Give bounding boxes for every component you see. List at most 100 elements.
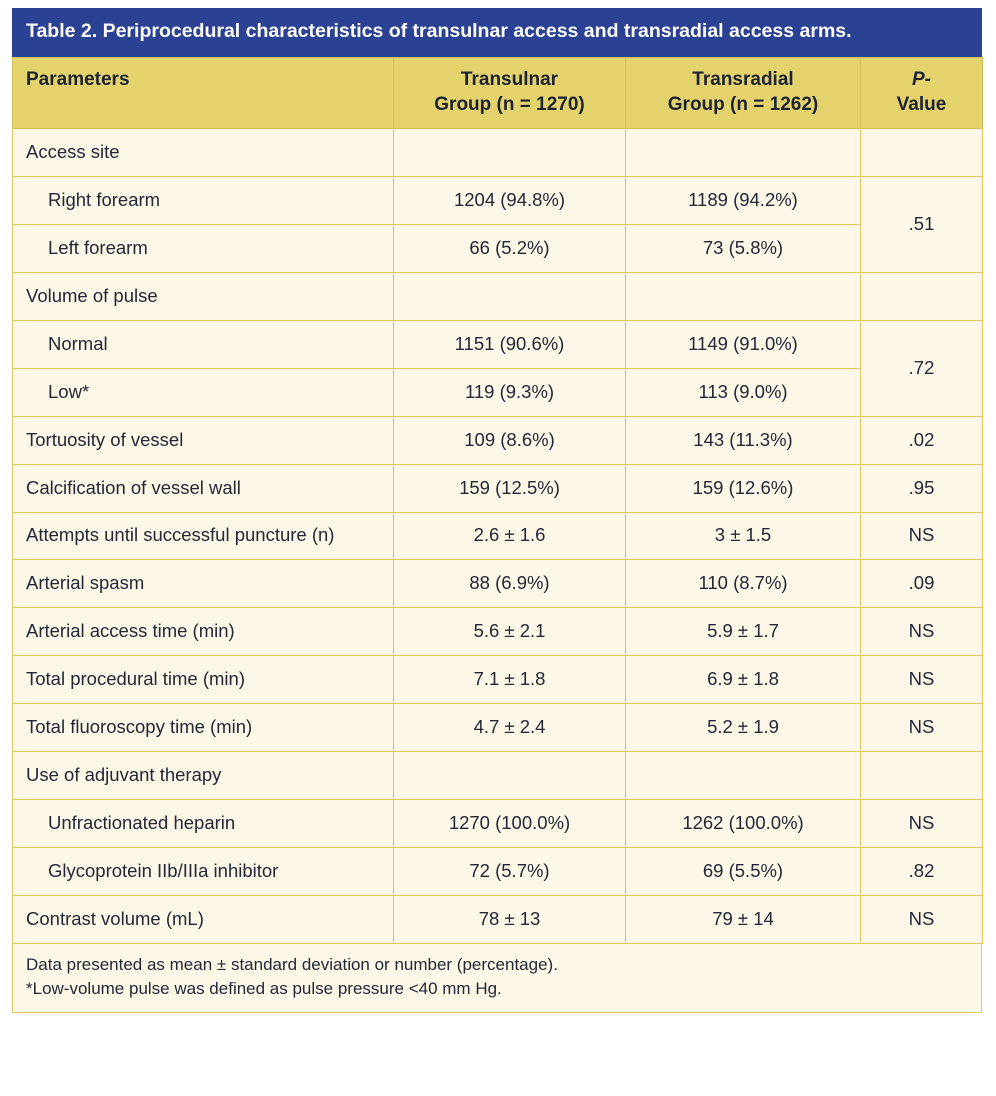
table-title: Table 2. Periprocedural characteristics …: [12, 8, 982, 57]
table-row: Contrast volume (mL) 78 ± 13 79 ± 14 NS: [12, 894, 983, 944]
column-header-transulnar-line2: Group (n = 1270): [434, 94, 585, 115]
row-parameter-label: Low*: [12, 368, 394, 418]
table-header: Parameters Transulnar Group (n = 1270) T…: [12, 56, 983, 130]
row-pvalue: .95: [860, 464, 983, 514]
row-transradial-value: 113 (9.0%): [625, 368, 861, 418]
row-transradial-value: 159 (12.6%): [625, 464, 861, 514]
row-transradial-value: 69 (5.5%): [625, 846, 861, 896]
row-parameter-label: Access site: [12, 128, 394, 178]
row-transulnar-value: 78 ± 13: [393, 894, 626, 944]
table-figure: Table 2. Periprocedural characteristics …: [12, 8, 983, 1014]
column-header-pvalue-line1: P-: [912, 68, 931, 90]
column-header-pvalue: P- Value: [860, 56, 983, 130]
row-transulnar-value: 159 (12.5%): [393, 464, 626, 514]
table-row: Total fluoroscopy time (min) 4.7 ± 2.4 5.2…: [12, 702, 983, 752]
row-parameter-label: Volume of pulse: [12, 272, 394, 322]
column-header-pvalue-line2: Value: [896, 94, 947, 115]
row-transulnar-value: 1270 (100.0%): [393, 798, 626, 848]
row-parameter-label: Arterial access time (min): [12, 606, 394, 656]
row-transulnar-value: [393, 750, 626, 800]
column-header-transulnar-line1: Transulnar: [460, 68, 559, 90]
row-pvalue: NS: [860, 798, 983, 848]
row-transradial-value: 1189 (94.2%): [625, 176, 861, 226]
row-parameter-label: Calcification of vessel wall: [12, 464, 394, 514]
row-pvalue: .51: [860, 176, 983, 274]
periprocedural-characteristics-table: Parameters Transulnar Group (n = 1270) T…: [12, 56, 983, 944]
row-transradial-value: [625, 128, 861, 178]
row-transradial-value: 1149 (91.0%): [625, 320, 861, 370]
row-transradial-value: [625, 750, 861, 800]
table-row: Attempts until successful puncture (n) 2.…: [12, 512, 983, 560]
row-transulnar-value: 72 (5.7%): [393, 846, 626, 896]
row-parameter-label: Use of adjuvant therapy: [12, 750, 394, 800]
row-transradial-value: 143 (11.3%): [625, 416, 861, 466]
row-pvalue: .72: [860, 320, 983, 418]
row-parameter-label: Right forearm: [12, 176, 394, 226]
row-parameter-label: Total fluoroscopy time (min): [12, 702, 394, 752]
table-body: Access site Right forearm 1204 (94.8%) 1189…: [12, 128, 983, 944]
row-transulnar-value: 5.6 ± 2.1: [393, 606, 626, 656]
table-row: Use of adjuvant therapy: [12, 750, 983, 800]
row-parameter-label: Total procedural time (min): [12, 654, 394, 704]
column-header-transradial: Transradial Group (n = 1262): [625, 56, 861, 130]
table-row: Right forearm 1204 (94.8%) 1189 (94.2%) .51: [12, 176, 983, 274]
footnote-line-1: Data presented as mean ± standard deviat…: [26, 954, 558, 974]
row-parameter-label: Normal: [12, 320, 394, 370]
row-pvalue: NS: [860, 702, 983, 752]
row-pvalue: NS: [860, 654, 983, 704]
row-parameter-label: Left forearm: [12, 224, 394, 274]
row-pvalue: [860, 750, 983, 800]
row-transulnar-value: 7.1 ± 1.8: [393, 654, 626, 704]
table-row: Arterial spasm 88 (6.9%) 110 (8.7%) .09: [12, 558, 983, 608]
row-pvalue: NS: [860, 512, 983, 560]
row-transulnar-value: 66 (5.2%): [393, 224, 626, 274]
row-transulnar-value: 1204 (94.8%): [393, 176, 626, 226]
row-transradial-value: 110 (8.7%): [625, 558, 861, 608]
table-row: Arterial access time (min) 5.6 ± 2.1 5.9 ±…: [12, 606, 983, 656]
column-header-transradial-line2: Group (n = 1262): [667, 94, 819, 115]
row-pvalue: [860, 272, 983, 322]
table-row: Total procedural time (min) 7.1 ± 1.8 6.9 …: [12, 654, 983, 704]
table-row: Calcification of vessel wall 159 (12.5%) 1…: [12, 464, 983, 514]
row-transradial-value: 3 ± 1.5: [625, 512, 861, 560]
row-transulnar-value: 2.6 ± 1.6: [393, 512, 626, 560]
row-transulnar-value: 4.7 ± 2.4: [393, 702, 626, 752]
column-header-transulnar: Transulnar Group (n = 1270): [393, 56, 626, 130]
row-transulnar-value: 109 (8.6%): [393, 416, 626, 466]
row-pvalue: .09: [860, 558, 983, 608]
row-transulnar-value: [393, 128, 626, 178]
row-pvalue: .02: [860, 416, 983, 466]
row-pvalue: [860, 128, 983, 178]
row-transradial-value: 1262 (100.0%): [625, 798, 861, 848]
table-row: Glycoprotein IIb/IIIa inhibitor 72 (5.7%)…: [12, 846, 983, 896]
row-parameter-label: Glycoprotein IIb/IIIa inhibitor: [12, 846, 394, 896]
table-row: Access site: [12, 128, 983, 178]
table-row: Tortuosity of vessel 109 (8.6%) 143 (11.3%…: [12, 416, 983, 466]
row-pvalue: .82: [860, 846, 983, 896]
row-parameter-label: Attempts until successful puncture (n): [12, 512, 394, 560]
table-row: Volume of pulse: [12, 272, 983, 322]
row-transradial-value: 5.9 ± 1.7: [625, 606, 861, 656]
table-row: Unfractionated heparin 1270 (100.0%) 1262 …: [12, 798, 983, 848]
row-pvalue: NS: [860, 894, 983, 944]
row-transradial-value: [625, 272, 861, 322]
row-parameter-label: Unfractionated heparin: [12, 798, 394, 848]
table-row: Normal 1151 (90.6%) 1149 (91.0%) .72: [12, 320, 983, 418]
column-header-parameters: Parameters: [12, 56, 394, 130]
footnote-line-2: *Low-volume pulse was defined as pulse p…: [26, 979, 502, 998]
row-parameter-label: Arterial spasm: [12, 558, 394, 608]
row-transulnar-value: 119 (9.3%): [393, 368, 626, 418]
row-transulnar-value: [393, 272, 626, 322]
row-transulnar-value: 88 (6.9%): [393, 558, 626, 608]
row-pvalue: NS: [860, 606, 983, 656]
row-transradial-value: 6.9 ± 1.8: [625, 654, 861, 704]
row-transradial-value: 5.2 ± 1.9: [625, 702, 861, 752]
table-footnote: Data presented as mean ± standard deviat…: [12, 943, 982, 1014]
table-row: Low* 119 (9.3%) 113 (9.0%): [12, 368, 983, 418]
row-transradial-value: 79 ± 14: [625, 894, 861, 944]
table-row: Left forearm 66 (5.2%) 73 (5.8%): [12, 224, 983, 274]
row-parameter-label: Contrast volume (mL): [12, 894, 394, 944]
row-transulnar-value: 1151 (90.6%): [393, 320, 626, 370]
column-header-transradial-line1: Transradial: [692, 68, 794, 90]
table-header-row: Parameters Transulnar Group (n = 1270) T…: [12, 56, 983, 130]
